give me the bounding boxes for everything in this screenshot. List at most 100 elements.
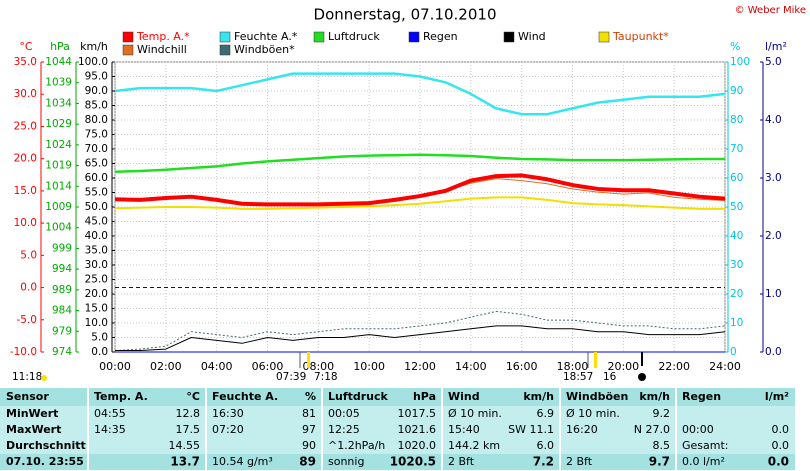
cell-value: 8.5: [653, 439, 671, 452]
cell-value: 1021.6: [398, 423, 437, 436]
cell-left: 04:55: [94, 407, 126, 420]
table-unit: °C: [186, 390, 200, 403]
legend-swatch: [122, 44, 134, 56]
table-header: Regen: [682, 390, 721, 403]
y-tick-label: 75.0: [85, 129, 108, 141]
legend-label: Regen: [423, 30, 458, 43]
moon-phase: [638, 373, 646, 381]
x-tick-label: 02:00: [150, 360, 182, 373]
cell-left: 15:40: [448, 423, 480, 436]
x-tick-label: 18:00: [557, 360, 589, 373]
axis-unit: °C: [19, 40, 33, 53]
y-tick-label: 1014: [45, 180, 72, 192]
y-tick-label: 25.0: [14, 120, 37, 132]
cell-value: 0.0: [768, 455, 789, 469]
y-tick-label: 30: [730, 259, 743, 271]
legend-label: Taupunkt*: [612, 30, 669, 43]
y-tick-label: 60.0: [85, 172, 108, 184]
cell-left: 2 Bft: [448, 455, 475, 468]
x-tick-label: 12:00: [404, 360, 436, 373]
y-tick-label: 65.0: [85, 158, 108, 170]
astro-label: 16: [603, 371, 617, 383]
y-tick-label: 20.0: [14, 153, 37, 165]
y-tick-label: 80.0: [85, 114, 108, 126]
y-tick-label: 1044: [45, 56, 72, 68]
x-tick-label: 06:00: [252, 360, 284, 373]
cell-left: 0.0 l/m²: [682, 455, 725, 468]
y-tick-label: 45.0: [85, 216, 108, 228]
y-tick-label: 4.0: [765, 114, 782, 126]
cell-value: 89: [299, 455, 316, 469]
y-tick-label: -10.0: [10, 346, 37, 358]
y-tick-label: 999: [52, 242, 72, 254]
cell-left: Gesamt:: [682, 439, 729, 452]
cell-left: 00:05: [328, 407, 360, 420]
astro-label: 11:18: [12, 371, 42, 383]
legend-label: Feuchte A.*: [234, 30, 298, 43]
cell-value: 6.9: [537, 407, 555, 420]
cell-left: sonnig: [328, 455, 364, 468]
legend-swatch: [219, 44, 231, 56]
cell-value: 9.2: [653, 407, 671, 420]
y-tick-label: 10.0: [85, 317, 108, 329]
table-unit: km/h: [639, 390, 670, 403]
legend-label: Luftdruck: [328, 30, 380, 43]
y-tick-label: 40.0: [85, 230, 108, 242]
cell-left: 2 Bft: [566, 455, 593, 468]
astro-label: 18:57: [563, 371, 593, 383]
row-label: 07.10. 23:55: [6, 455, 84, 468]
y-tick-label: 20: [730, 288, 743, 300]
cell-left: 07:20: [212, 423, 244, 436]
cell-value: 12.8: [176, 407, 201, 420]
series-line: [114, 173, 726, 207]
y-tick-label: 50.0: [85, 201, 108, 213]
y-tick-label: 30.0: [14, 88, 37, 100]
y-tick-label: 974: [52, 346, 72, 358]
y-tick-label: 95.0: [85, 71, 108, 83]
y-tick-label: 100.0: [78, 56, 108, 68]
y-tick-label: 984: [52, 305, 72, 317]
cell-value: 1020.0: [398, 439, 437, 452]
cell-left: Ø 10 min.: [566, 407, 620, 420]
y-tick-label: 90: [730, 85, 743, 97]
y-tick-label: 5.0: [765, 56, 782, 68]
y-tick-label: 85.0: [85, 100, 108, 112]
y-tick-label: 1029: [45, 118, 72, 130]
legend-swatch: [598, 31, 610, 43]
y-tick-label: 10: [730, 317, 743, 329]
y-tick-label: 100: [730, 56, 750, 68]
row-label: MinWert: [6, 407, 58, 420]
legend-label: Temp. A.*: [136, 30, 190, 43]
legend-swatch: [219, 31, 231, 43]
table-unit: l/m²: [765, 390, 789, 403]
table-header: Wind: [448, 390, 480, 403]
y-tick-label: 989: [52, 284, 72, 296]
cell-value: 81: [302, 407, 316, 420]
copyright: © Weber Mike: [735, 5, 806, 16]
y-tick-label: 60: [730, 172, 743, 184]
legend-swatch: [122, 31, 134, 43]
x-tick-label: 10:00: [353, 360, 385, 373]
y-tick-label: 1004: [45, 222, 72, 234]
series-line: [114, 196, 725, 210]
table-unit: %: [305, 390, 316, 403]
table-header: Feuchte A.: [212, 390, 278, 403]
cell-value: 1017.5: [398, 407, 437, 420]
y-tick-label: 40: [730, 230, 743, 242]
y-tick-label: 1.0: [765, 288, 782, 300]
cell-value: 90: [302, 439, 316, 452]
cell-value: 17.5: [176, 423, 201, 436]
table-unit: hPa: [413, 390, 436, 403]
cell-value: 7.2: [533, 455, 554, 469]
table-header: Luftdruck: [328, 390, 389, 403]
legend-label: Windböen*: [234, 43, 295, 56]
x-tick-label: 14:00: [455, 360, 487, 373]
cell-value: N 27.0: [634, 423, 670, 436]
axis-unit: l/m²: [765, 40, 787, 53]
astro-label: 7:18: [314, 371, 338, 383]
table-unit: km/h: [523, 390, 554, 403]
y-tick-label: 35.0: [14, 56, 37, 68]
legend-swatch: [408, 31, 420, 43]
y-tick-label: 25.0: [85, 274, 108, 286]
chart-title: Donnerstag, 07.10.2010: [314, 6, 497, 24]
